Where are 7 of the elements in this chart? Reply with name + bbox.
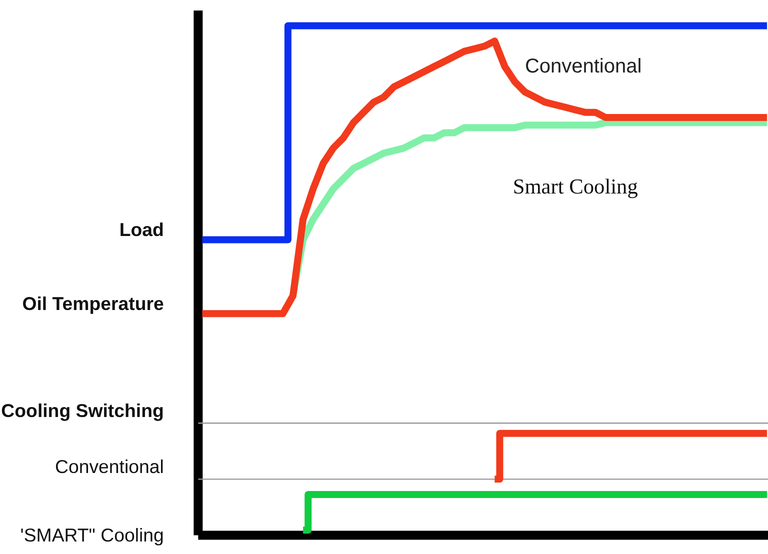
text: Conventional	[54, 456, 164, 477]
text: Load	[119, 219, 164, 240]
text: Cooling Switching	[1, 400, 164, 421]
series-label: Conventional	[524, 56, 642, 78]
text: Smart Cooling	[512, 174, 638, 198]
text: 'SMART" Cooling	[20, 524, 164, 546]
text: Oil Temperature	[22, 292, 164, 314]
